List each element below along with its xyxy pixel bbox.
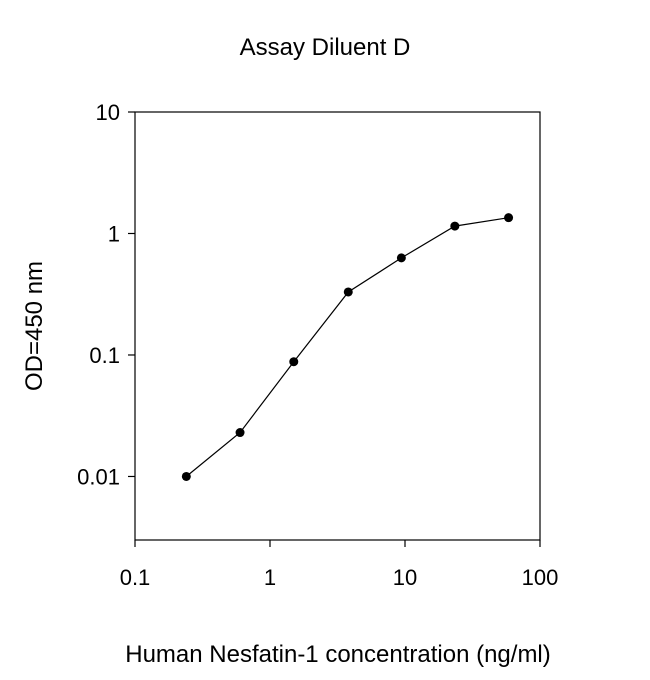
x-tick-label: 10 xyxy=(393,565,417,590)
y-tick-label: 10 xyxy=(96,100,120,125)
plot-area xyxy=(134,111,541,541)
chart-title: Assay Diluent D xyxy=(240,34,411,61)
data-point xyxy=(504,213,514,223)
series-layer xyxy=(181,213,514,481)
data-point xyxy=(396,253,406,263)
data-point xyxy=(450,221,460,231)
x-axis-label: Human Nesfatin-1 concentration (ng/ml) xyxy=(125,641,551,668)
series-line xyxy=(185,217,509,477)
y-tick-label: 1 xyxy=(108,221,120,246)
x-tick-label: 0.1 xyxy=(120,565,151,590)
data-point xyxy=(181,471,191,481)
x-tick-label: 1 xyxy=(264,565,276,590)
x-tick-label: 100 xyxy=(522,565,559,590)
data-point xyxy=(235,428,245,438)
plot-frame xyxy=(134,111,541,541)
y-axis-label: OD=450 nm xyxy=(21,261,48,391)
y-axis-ticks: 0.01 0.1 1 10 xyxy=(77,100,135,489)
data-point xyxy=(343,287,353,297)
data-point xyxy=(289,357,299,367)
y-tick-label: 0.01 xyxy=(77,464,120,489)
x-axis-ticks: 0.1 1 10 100 xyxy=(120,540,559,590)
y-tick-label: 0.1 xyxy=(89,343,120,368)
